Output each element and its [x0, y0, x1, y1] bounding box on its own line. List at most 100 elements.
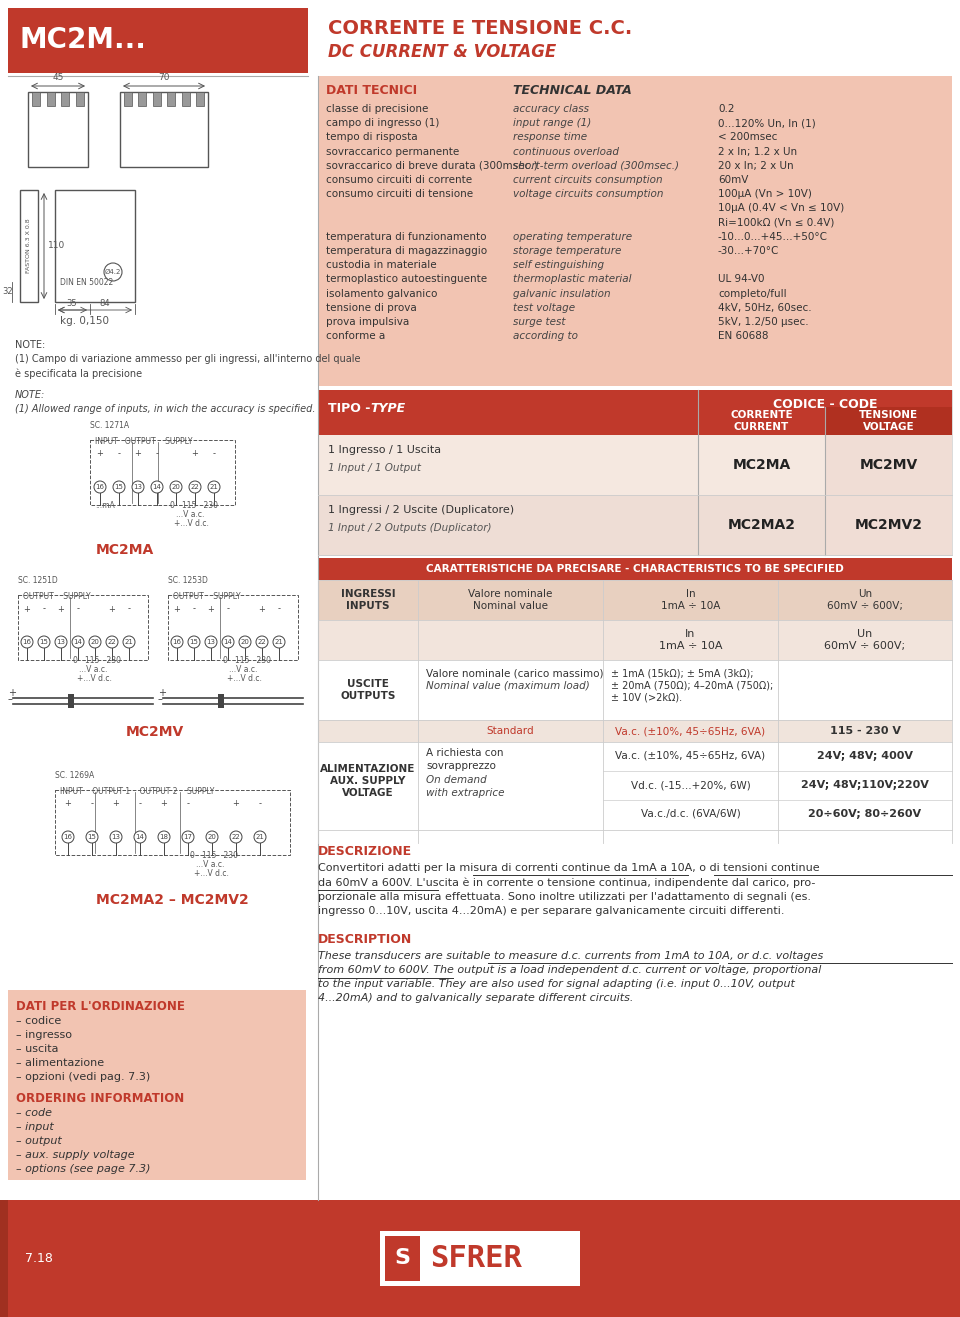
Text: 22: 22: [257, 639, 266, 645]
Bar: [32, 92, 40, 105]
Text: +: +: [158, 687, 166, 698]
Text: DATI PER L'ORDINAZIONE: DATI PER L'ORDINAZIONE: [16, 1000, 185, 1013]
Text: Ø4.2: Ø4.2: [105, 269, 121, 275]
Bar: [124, 92, 132, 105]
Text: 16: 16: [95, 485, 105, 490]
Text: completo/full: completo/full: [718, 288, 786, 299]
Text: 21: 21: [209, 485, 219, 490]
Bar: [90, 440, 235, 504]
Text: NOTE:
(1) Allowed range of inputs, in wich the accuracy is specified.: NOTE: (1) Allowed range of inputs, in wi…: [15, 390, 316, 414]
Text: +: +: [160, 799, 167, 809]
Text: – input: – input: [16, 1122, 54, 1133]
Text: 0...120% Un, In (1): 0...120% Un, In (1): [718, 119, 816, 128]
Text: 14: 14: [224, 639, 232, 645]
Circle shape: [62, 831, 74, 843]
Text: 16: 16: [173, 639, 181, 645]
Text: -: -: [277, 605, 280, 614]
Text: 22: 22: [108, 639, 116, 645]
Text: +: +: [112, 799, 119, 809]
Text: 20: 20: [241, 639, 250, 645]
Text: +: +: [97, 449, 104, 458]
Text: 15: 15: [39, 639, 48, 645]
Text: Valore nominale
Nominal value: Valore nominale Nominal value: [468, 589, 553, 611]
Bar: [61, 92, 69, 105]
Circle shape: [123, 636, 135, 648]
Text: – uscita: – uscita: [16, 1044, 59, 1054]
Text: OUTPUT    SUPPLY: OUTPUT SUPPLY: [173, 593, 241, 601]
Text: INPUT    OUTPUT 1    OUTPUT 2    SUPPLY: INPUT OUTPUT 1 OUTPUT 2 SUPPLY: [60, 788, 214, 795]
Text: CORRENTE E TENSIONE C.C.: CORRENTE E TENSIONE C.C.: [328, 18, 633, 37]
Bar: [0, 1200, 8, 1317]
Circle shape: [188, 636, 200, 648]
Circle shape: [151, 481, 163, 493]
Circle shape: [94, 481, 106, 493]
Bar: [8, 8, 308, 72]
Text: ± 1mA (15kΩ); ± 5mA (3kΩ);
± 20mA (750Ω); 4–20mA (750Ω);
± 10V (>2kΩ).: ± 1mA (15kΩ); ± 5mA (3kΩ); ± 20mA (750Ω)…: [611, 668, 773, 703]
Text: 0   115   230: 0 115 230: [170, 500, 218, 510]
Text: +: +: [174, 605, 180, 614]
Text: OUTPUT    SUPPLY: OUTPUT SUPPLY: [23, 593, 90, 601]
Text: tensione di prova: tensione di prova: [326, 303, 417, 313]
Text: 14: 14: [153, 485, 161, 490]
Text: -: -: [77, 605, 80, 614]
Text: < 200msec: < 200msec: [718, 133, 778, 142]
Text: In
1mA ÷ 10A: In 1mA ÷ 10A: [660, 589, 720, 611]
Text: Un
60mV ÷ 600V;: Un 60mV ÷ 600V;: [827, 589, 903, 611]
Text: campo di ingresso (1): campo di ingresso (1): [326, 119, 440, 128]
Text: conforme a: conforme a: [326, 331, 385, 341]
Bar: [385, 1235, 420, 1281]
Text: 10μA (0.4V < Vn ≤ 10V): 10μA (0.4V < Vn ≤ 10V): [718, 203, 844, 213]
Text: 13: 13: [133, 485, 142, 490]
Bar: [18, 595, 148, 660]
Bar: [825, 435, 952, 495]
Text: -: -: [186, 799, 189, 809]
Text: SC. 1253D: SC. 1253D: [168, 576, 208, 585]
Text: +: +: [108, 605, 115, 614]
Text: 20: 20: [90, 639, 100, 645]
Text: 115 - 230 V: 115 - 230 V: [829, 726, 900, 736]
Circle shape: [256, 636, 268, 648]
Text: ...mA: ...mA: [95, 500, 115, 510]
Bar: [153, 92, 161, 105]
Text: 4kV, 50Hz, 60sec.: 4kV, 50Hz, 60sec.: [718, 303, 811, 313]
Text: ...V a.c.: ...V a.c.: [176, 510, 204, 519]
Text: ...V a.c.: ...V a.c.: [79, 665, 108, 674]
Text: TECHNICAL DATA: TECHNICAL DATA: [513, 83, 632, 96]
Text: Va.c. (±10%, 45÷65Hz, 6VA): Va.c. (±10%, 45÷65Hz, 6VA): [615, 726, 765, 736]
Text: S: S: [395, 1249, 411, 1268]
Circle shape: [206, 831, 218, 843]
Bar: [318, 558, 952, 579]
Text: DESCRIPTION: DESCRIPTION: [318, 932, 412, 946]
Bar: [318, 579, 952, 620]
Text: 0.2: 0.2: [718, 104, 734, 115]
Text: 16: 16: [63, 834, 73, 840]
Bar: [318, 660, 952, 720]
Text: – code: – code: [16, 1108, 52, 1118]
Bar: [318, 720, 952, 741]
Circle shape: [171, 636, 183, 648]
Circle shape: [134, 831, 146, 843]
Bar: [318, 620, 952, 660]
Text: 21: 21: [125, 639, 133, 645]
Text: 45: 45: [52, 72, 63, 82]
Text: 20÷60V; 80÷260V: 20÷60V; 80÷260V: [808, 809, 922, 819]
Bar: [825, 495, 952, 554]
Text: 0   115   230: 0 115 230: [223, 656, 271, 665]
Circle shape: [86, 831, 98, 843]
Text: These transducers are suitable to measure d.c. currents from 1mA to 10A, or d.c.: These transducers are suitable to measur…: [318, 951, 824, 1004]
Text: 5kV, 1.2/50 μsec.: 5kV, 1.2/50 μsec.: [718, 317, 808, 327]
Text: galvanic insulation: galvanic insulation: [513, 288, 611, 299]
Text: -: -: [156, 449, 158, 458]
Text: USCITE
OUTPUTS: USCITE OUTPUTS: [340, 680, 396, 701]
Text: CODICE - CODE: CODICE - CODE: [773, 398, 877, 411]
Text: 13: 13: [57, 639, 65, 645]
Text: Standard: Standard: [487, 726, 535, 736]
Text: ...V a.c.: ...V a.c.: [229, 665, 257, 674]
Bar: [55, 190, 135, 302]
Text: FASTON 6.3 X 0.8: FASTON 6.3 X 0.8: [27, 219, 32, 274]
Text: 7.18: 7.18: [25, 1252, 53, 1266]
Bar: [698, 435, 825, 495]
Text: – codice: – codice: [16, 1015, 61, 1026]
Bar: [8, 990, 306, 1180]
Text: DATI TECNICI: DATI TECNICI: [326, 83, 418, 96]
